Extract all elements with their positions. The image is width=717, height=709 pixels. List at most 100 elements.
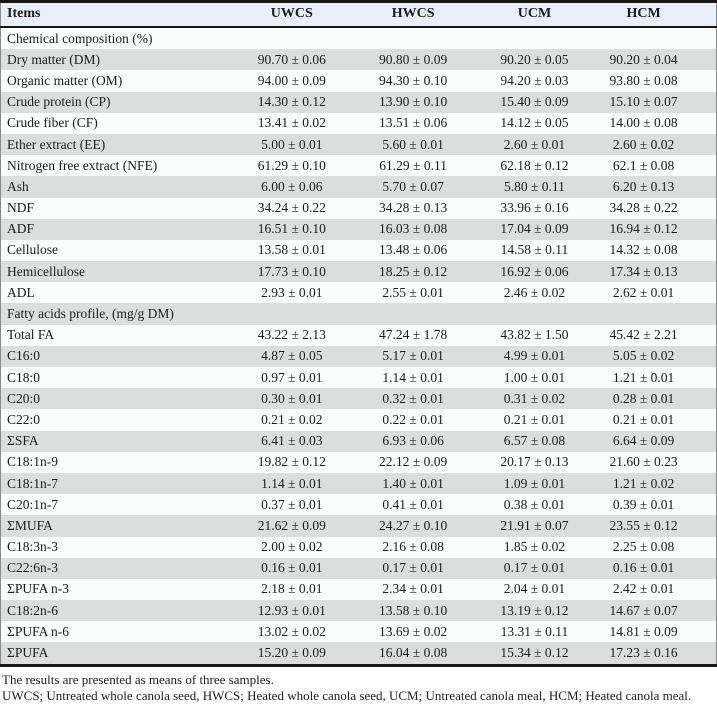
item-label: ΣPUFA n-6 <box>0 621 232 643</box>
value-cell: 21.62 ± 0.09 <box>231 515 353 537</box>
value-cell: 94.30 ± 0.10 <box>352 70 474 92</box>
value-cell: 13.58 ± 0.01 <box>231 239 353 262</box>
item-label: ADF <box>0 218 232 240</box>
item-label: C20:1n-7 <box>0 494 232 516</box>
value-cell: 0.21 ± 0.01 <box>473 409 596 431</box>
item-label: Total FA <box>0 324 232 346</box>
value-cell: 13.69 ± 0.02 <box>352 621 474 643</box>
item-label: Nitrogen free extract (NFE) <box>0 155 232 177</box>
value-cell: 0.39 ± 0.01 <box>595 494 717 516</box>
value-cell: 24.27 ± 0.10 <box>352 515 474 537</box>
value-cell: 14.58 ± 0.11 <box>473 239 596 262</box>
value-cell: 14.67 ± 0.07 <box>595 600 717 622</box>
value-cell: 15.40 ± 0.09 <box>473 91 596 113</box>
value-cell: 14.32 ± 0.08 <box>595 239 717 262</box>
value-cell: 4.87 ± 0.05 <box>231 345 353 367</box>
value-cell: 5.80 ± 0.11 <box>473 176 596 198</box>
value-cell: 2.60 ± 0.02 <box>595 133 717 156</box>
value-cell: 0.97 ± 0.01 <box>231 367 353 389</box>
col-header-hwcs: HWCS <box>352 1 474 28</box>
value-cell: 19.82 ± 0.12 <box>231 451 353 473</box>
table-row: Nitrogen free extract (NFE) 61.29 ± 0.10 6… <box>0 155 717 177</box>
value-cell: 5.60 ± 0.01 <box>352 133 474 156</box>
table-row: ΣPUFA n-3 2.18 ± 0.01 2.34 ± 0.01 2.04 ± 0.… <box>0 578 717 601</box>
value-cell: 13.02 ± 0.02 <box>231 621 353 643</box>
value-cell: 0.38 ± 0.01 <box>473 494 596 516</box>
item-label: C18:3n-3 <box>0 536 232 558</box>
value-cell: 90.20 ± 0.05 <box>473 49 596 71</box>
value-cell: 16.51 ± 0.10 <box>231 218 353 240</box>
value-cell: 43.82 ± 1.50 <box>473 324 596 346</box>
section-label: Chemical composition (%) <box>0 27 717 50</box>
value-cell: 21.60 ± 0.23 <box>595 451 717 473</box>
table-row: C18:3n-3 2.00 ± 0.02 2.16 ± 0.08 1.85 ± 0.0… <box>0 536 717 558</box>
value-cell: 2.25 ± 0.08 <box>595 536 717 558</box>
value-cell: 16.04 ± 0.08 <box>352 642 474 666</box>
value-cell: 17.23 ± 0.16 <box>595 642 717 666</box>
value-cell: 1.14 ± 0.01 <box>352 367 474 389</box>
section-label: Fatty acids profile, (mg/g DM) <box>0 303 717 325</box>
value-cell: 93.80 ± 0.08 <box>595 70 717 92</box>
value-cell: 0.21 ± 0.01 <box>595 409 717 431</box>
table-row: C20:1n-7 0.37 ± 0.01 0.41 ± 0.01 0.38 ± 0.0… <box>0 494 717 516</box>
table-row: ADF 16.51 ± 0.10 16.03 ± 0.08 17.04 ± 0.09 1… <box>0 218 717 240</box>
item-label: Crude protein (CP) <box>0 91 232 113</box>
value-cell: 13.19 ± 0.12 <box>473 600 596 622</box>
table-row: Organic matter (OM) 94.00 ± 0.09 94.30 ± 0… <box>0 70 717 92</box>
col-header-items: Items <box>0 1 232 28</box>
value-cell: 2.16 ± 0.08 <box>352 536 474 558</box>
value-cell: 90.80 ± 0.09 <box>352 49 474 71</box>
item-label: Hemicellulose <box>0 261 232 283</box>
value-cell: 16.94 ± 0.12 <box>595 218 717 240</box>
table-row: ΣPUFA n-6 13.02 ± 0.02 13.69 ± 0.02 13.31 ±… <box>0 621 717 643</box>
value-cell: 2.00 ± 0.02 <box>231 536 353 558</box>
value-cell: 61.29 ± 0.11 <box>352 155 474 177</box>
value-cell: 16.92 ± 0.06 <box>473 261 596 283</box>
value-cell: 90.70 ± 0.06 <box>231 49 353 71</box>
item-label: C18:2n-6 <box>0 600 232 622</box>
value-cell: 2.93 ± 0.01 <box>231 282 353 304</box>
table-row: ΣMUFA 21.62 ± 0.09 24.27 ± 0.10 21.91 ± 0.0… <box>0 515 717 537</box>
table-row: ΣPUFA 15.20 ± 0.09 16.04 ± 0.08 15.34 ± 0.1… <box>0 642 717 666</box>
item-label: Dry matter (DM) <box>0 49 232 71</box>
value-cell: 15.20 ± 0.09 <box>231 642 353 666</box>
value-cell: 90.20 ± 0.04 <box>595 49 717 71</box>
table-row: Crude protein (CP) 14.30 ± 0.12 13.90 ± 0.… <box>0 91 717 113</box>
value-cell: 6.41 ± 0.03 <box>231 430 353 452</box>
value-cell: 1.85 ± 0.02 <box>473 536 596 558</box>
value-cell: 6.64 ± 0.09 <box>595 430 717 452</box>
value-cell: 94.20 ± 0.03 <box>473 70 596 92</box>
value-cell: 14.81 ± 0.09 <box>595 621 717 643</box>
value-cell: 17.04 ± 0.09 <box>473 218 596 240</box>
value-cell: 0.22 ± 0.01 <box>352 409 474 431</box>
value-cell: 13.31 ± 0.11 <box>473 621 596 643</box>
item-label: C20:0 <box>0 388 232 410</box>
item-label: C22:0 <box>0 409 232 431</box>
value-cell: 1.21 ± 0.02 <box>595 472 717 495</box>
item-label: Cellulose <box>0 239 232 262</box>
value-cell: 2.46 ± 0.02 <box>473 282 596 304</box>
table-row: C22:0 0.21 ± 0.02 0.22 ± 0.01 0.21 ± 0.01 0.… <box>0 409 717 431</box>
item-label: C22:6n-3 <box>0 557 232 579</box>
value-cell: 43.22 ± 2.13 <box>231 324 353 346</box>
value-cell: 2.04 ± 0.01 <box>473 578 596 601</box>
value-cell: 0.16 ± 0.01 <box>595 557 717 579</box>
value-cell: 4.99 ± 0.01 <box>473 345 596 367</box>
item-label: Ash <box>0 176 232 198</box>
item-label: C18:1n-7 <box>0 472 232 495</box>
value-cell: 2.55 ± 0.01 <box>352 282 474 304</box>
item-label: Organic matter (OM) <box>0 70 232 92</box>
value-cell: 5.00 ± 0.01 <box>231 133 353 156</box>
col-header-uwcs: UWCS <box>231 1 353 28</box>
item-label: ΣPUFA n-3 <box>0 578 232 601</box>
value-cell: 13.41 ± 0.02 <box>231 112 353 134</box>
value-cell: 23.55 ± 0.12 <box>595 515 717 537</box>
footnote-abbreviations: UWCS; Untreated whole canola seed, HWCS;… <box>2 688 692 704</box>
item-label: C18:1n-9 <box>0 451 232 473</box>
table-row: Total FA 43.22 ± 2.13 47.24 ± 1.78 43.82 ± … <box>0 324 717 346</box>
value-cell: 17.73 ± 0.10 <box>231 261 353 283</box>
value-cell: 62.1 ± 0.08 <box>595 155 717 177</box>
value-cell: 5.05 ± 0.02 <box>595 345 717 367</box>
value-cell: 94.00 ± 0.09 <box>231 70 353 92</box>
value-cell: 6.57 ± 0.08 <box>473 430 596 452</box>
